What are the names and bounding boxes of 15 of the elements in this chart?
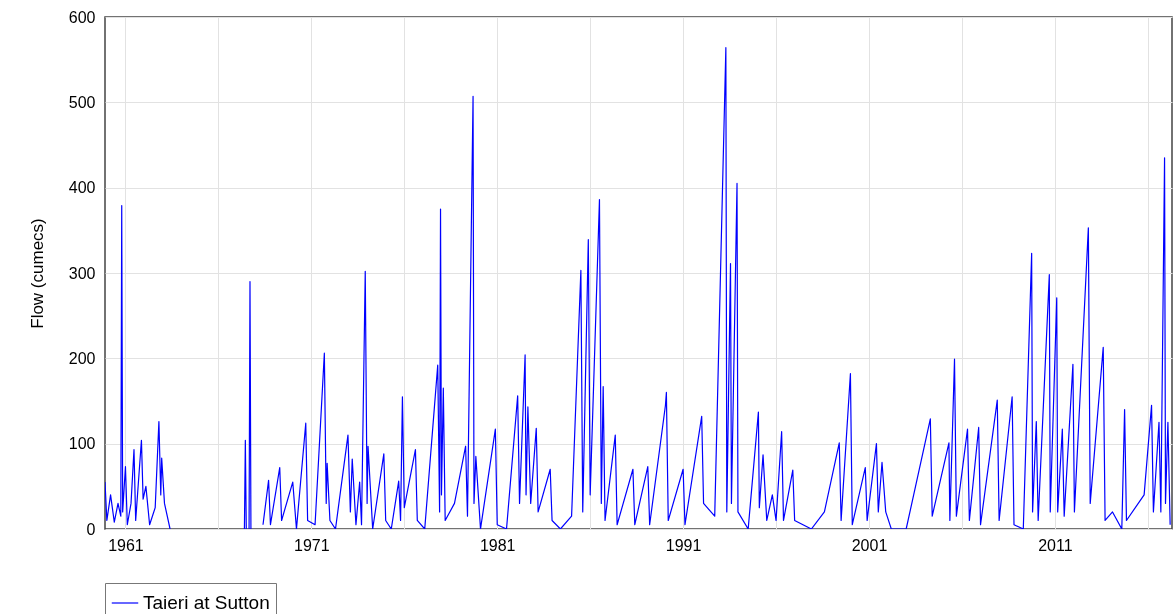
y-tick-label: 400 — [68, 179, 96, 197]
x-tick-label: 2011 — [1038, 536, 1073, 554]
y-tick-label: 500 — [68, 93, 96, 111]
x-tick-label: 1991 — [665, 536, 702, 554]
y-tick-label: 600 — [68, 8, 96, 26]
x-tick-label: 2001 — [851, 536, 888, 554]
y-tick-label: 100 — [68, 435, 96, 453]
x-tick-label: 1981 — [479, 536, 516, 554]
y-tick-label: 300 — [68, 264, 96, 282]
y-tick-label: 0 — [86, 520, 96, 538]
x-tick-label: 1961 — [108, 536, 144, 554]
x-tick-label: 1971 — [294, 536, 330, 554]
y-tick-label: 200 — [68, 349, 96, 367]
y-axis-title: Flow (cumecs) — [27, 218, 47, 329]
legend-label: Taieri at Sutton — [143, 592, 270, 613]
